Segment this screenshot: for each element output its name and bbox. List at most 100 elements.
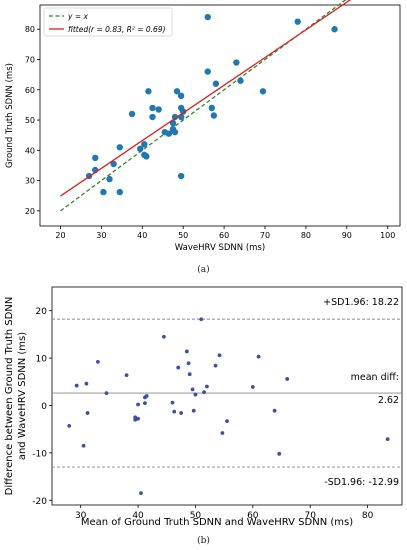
legend-label-fitted: fitted(r = 0.83, R² = 0.69) [68, 25, 166, 34]
data-point [143, 153, 150, 160]
mean-difference-value: 2.62 [378, 395, 399, 406]
chart-panel-a: 20 30 40 50 60 70 80 90 100 20 30 40 50 60 70 80 WaveHRV… [5, 0, 401, 253]
x-tick-label: 100 [380, 231, 395, 240]
x-tick-label: 20 [55, 231, 65, 240]
y-tick-label: -20 [32, 497, 47, 507]
x-tick-label: 70 [304, 511, 316, 521]
data-point [137, 145, 144, 153]
fitted-line [60, 0, 352, 197]
y-tick-label: 40 [25, 146, 35, 155]
y-axis-label-line2: and WaveHRV SDNN (ms) [17, 332, 28, 460]
data-point [250, 385, 255, 389]
data-point [259, 88, 267, 95]
data-point [205, 384, 209, 389]
y-tick-label: 0 [41, 402, 47, 412]
x-axis-label: Mean of Ground Truth SDNN and WaveHRV SD… [81, 517, 353, 528]
data-point [141, 141, 148, 148]
data-point [106, 175, 113, 183]
data-point [193, 392, 198, 397]
x-tick-label: 30 [75, 511, 87, 521]
data-point [212, 80, 220, 87]
data-point [136, 402, 140, 407]
data-point [92, 154, 99, 162]
data-point [171, 113, 179, 121]
data-point [145, 88, 152, 95]
data-point [74, 383, 79, 388]
y-tick-label: 10 [36, 355, 48, 365]
y-tick-label: 70 [25, 55, 35, 64]
x-tick-label: 40 [137, 231, 147, 240]
x-tick-label: 70 [260, 231, 270, 240]
data-point [285, 377, 290, 381]
data-point [186, 361, 191, 366]
data-point [173, 88, 181, 95]
mean-difference-label: mean diff: [351, 372, 399, 383]
data-point [199, 317, 204, 322]
data-point [81, 443, 86, 448]
x-tick-label: 50 [190, 511, 202, 521]
data-point [225, 419, 229, 424]
data-point [331, 26, 338, 33]
data-point [179, 411, 183, 415]
y-axis-label-line1: Difference between Ground Truth SDNN [4, 297, 15, 496]
upper-limit-label: +SD1.96: 18.22 [323, 297, 399, 308]
data-point [171, 128, 179, 136]
data-point [184, 349, 189, 354]
data-point [187, 372, 192, 377]
data-point [172, 409, 177, 414]
caption-b: (b) [197, 536, 210, 546]
data-point [116, 188, 123, 196]
x-tick-label: 30 [96, 231, 106, 240]
data-point [165, 130, 173, 137]
caption-a: (a) [197, 265, 210, 275]
identity-line [60, 0, 347, 212]
data-point [176, 365, 181, 370]
plot-frame [39, 4, 401, 227]
data-point [233, 59, 240, 66]
data-point [100, 188, 107, 196]
data-point [208, 104, 216, 112]
data-point [85, 411, 90, 415]
data-point [210, 112, 218, 119]
data-point [204, 13, 211, 21]
data-point [277, 451, 282, 456]
data-point [143, 401, 147, 406]
data-point [177, 92, 185, 100]
legend-label-identity: y = x [67, 12, 88, 21]
data-point [202, 390, 206, 395]
data-point [104, 391, 109, 396]
data-point [220, 431, 225, 435]
x-tick-label: 40 [132, 511, 144, 521]
x-tick-label: 60 [247, 511, 259, 521]
data-point [149, 104, 156, 112]
y-axis-label: Ground Truth SDNN (ms) [5, 63, 15, 168]
data-point [139, 491, 143, 496]
data-point [128, 110, 136, 118]
data-point [191, 408, 196, 413]
data-point [294, 18, 301, 25]
y-tick-label: -10 [32, 449, 47, 459]
y-tick-label: 30 [25, 177, 35, 186]
x-tick-label: 60 [219, 231, 229, 240]
y-tick-label: 80 [25, 25, 35, 34]
data-point [149, 113, 156, 121]
data-point [204, 68, 211, 75]
x-tick-label: 80 [362, 511, 374, 521]
x-tick-label: 80 [301, 231, 311, 240]
plot-frame [51, 286, 403, 506]
data-point [110, 160, 117, 168]
data-point [124, 373, 129, 378]
data-point [116, 144, 123, 151]
data-point [237, 77, 244, 84]
data-point [190, 387, 195, 392]
lower-limit-label: -SD1.96: -12.99 [324, 477, 399, 488]
data-point [144, 394, 149, 398]
data-point [67, 423, 72, 428]
y-tick-label: 60 [25, 86, 35, 95]
data-point [213, 363, 218, 368]
y-tick-label: 50 [25, 116, 35, 125]
data-point [84, 381, 89, 386]
data-point [179, 108, 187, 115]
data-point [177, 172, 185, 180]
